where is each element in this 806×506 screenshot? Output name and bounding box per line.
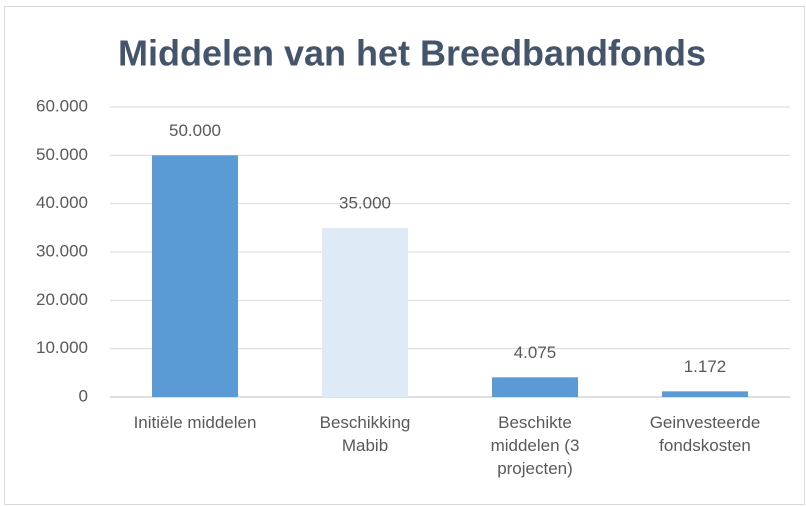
bar <box>492 377 578 397</box>
data-label: 4.075 <box>514 343 557 362</box>
x-tick-label: Beschikking Mabib <box>319 413 411 455</box>
x-tick-label: Initiële middelen <box>133 413 257 432</box>
y-tick-label: 0 <box>79 386 88 405</box>
y-tick-label: 60.000 <box>36 96 88 115</box>
bar <box>152 155 238 397</box>
x-tick-label: Beschikte middelen (3 projecten) <box>490 413 580 478</box>
y-tick-label: 50.000 <box>36 145 88 164</box>
x-tick-label: Geinvesteerde fondskosten <box>649 413 761 455</box>
bar <box>662 391 748 397</box>
chart-title: Middelen van het Breedbandfonds <box>118 33 706 74</box>
y-tick-label: 40.000 <box>36 193 88 212</box>
data-label: 1.172 <box>684 357 727 376</box>
y-tick-label: 20.000 <box>36 290 88 309</box>
data-label: 50.000 <box>169 121 221 140</box>
data-label: 35.000 <box>339 193 391 212</box>
bar <box>322 227 408 397</box>
y-tick-label: 10.000 <box>36 338 88 357</box>
y-tick-label: 30.000 <box>36 241 88 260</box>
